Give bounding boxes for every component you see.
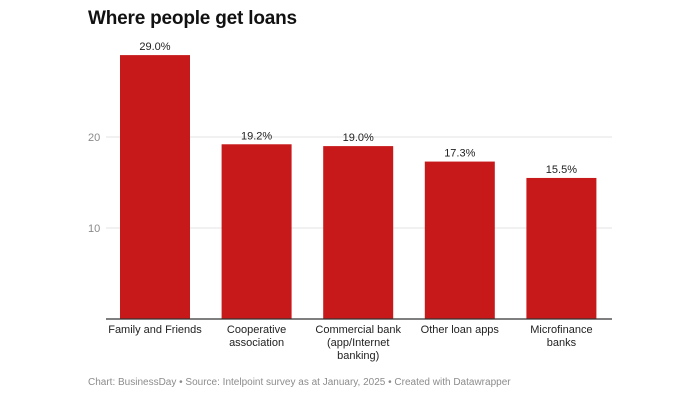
value-label-4: 15.5%: [546, 164, 577, 176]
bar-2: [323, 146, 394, 319]
category-label-4: Microfinance banks: [530, 324, 592, 349]
bar-0: [120, 55, 190, 319]
category-label-2: Commercial bank (app/Internet banking): [315, 324, 401, 362]
bar-3: [424, 161, 495, 319]
category-label-3: Other loan apps: [421, 324, 500, 336]
bar-1: [221, 144, 292, 319]
value-label-1: 19.2%: [241, 130, 272, 142]
chart-footer: Chart: BusinessDay • Source: Intelpoint …: [88, 377, 511, 388]
labels: 29.0% Family and Friends 19.2% Cooperative a…: [106, 41, 612, 362]
y-tick-label-20: 20: [88, 132, 100, 144]
value-label-2: 19.0%: [343, 132, 374, 144]
category-label-1: Cooperative association: [227, 324, 286, 349]
y-tick-label-10: 10: [88, 223, 100, 235]
bars: [120, 55, 597, 319]
value-label-3: 17.3%: [444, 148, 475, 160]
chart-title: Where people get loans: [88, 8, 297, 29]
value-label-0: 29.0%: [139, 41, 170, 53]
bar-4: [526, 177, 597, 319]
category-label-0: Family and Friends: [108, 324, 202, 336]
